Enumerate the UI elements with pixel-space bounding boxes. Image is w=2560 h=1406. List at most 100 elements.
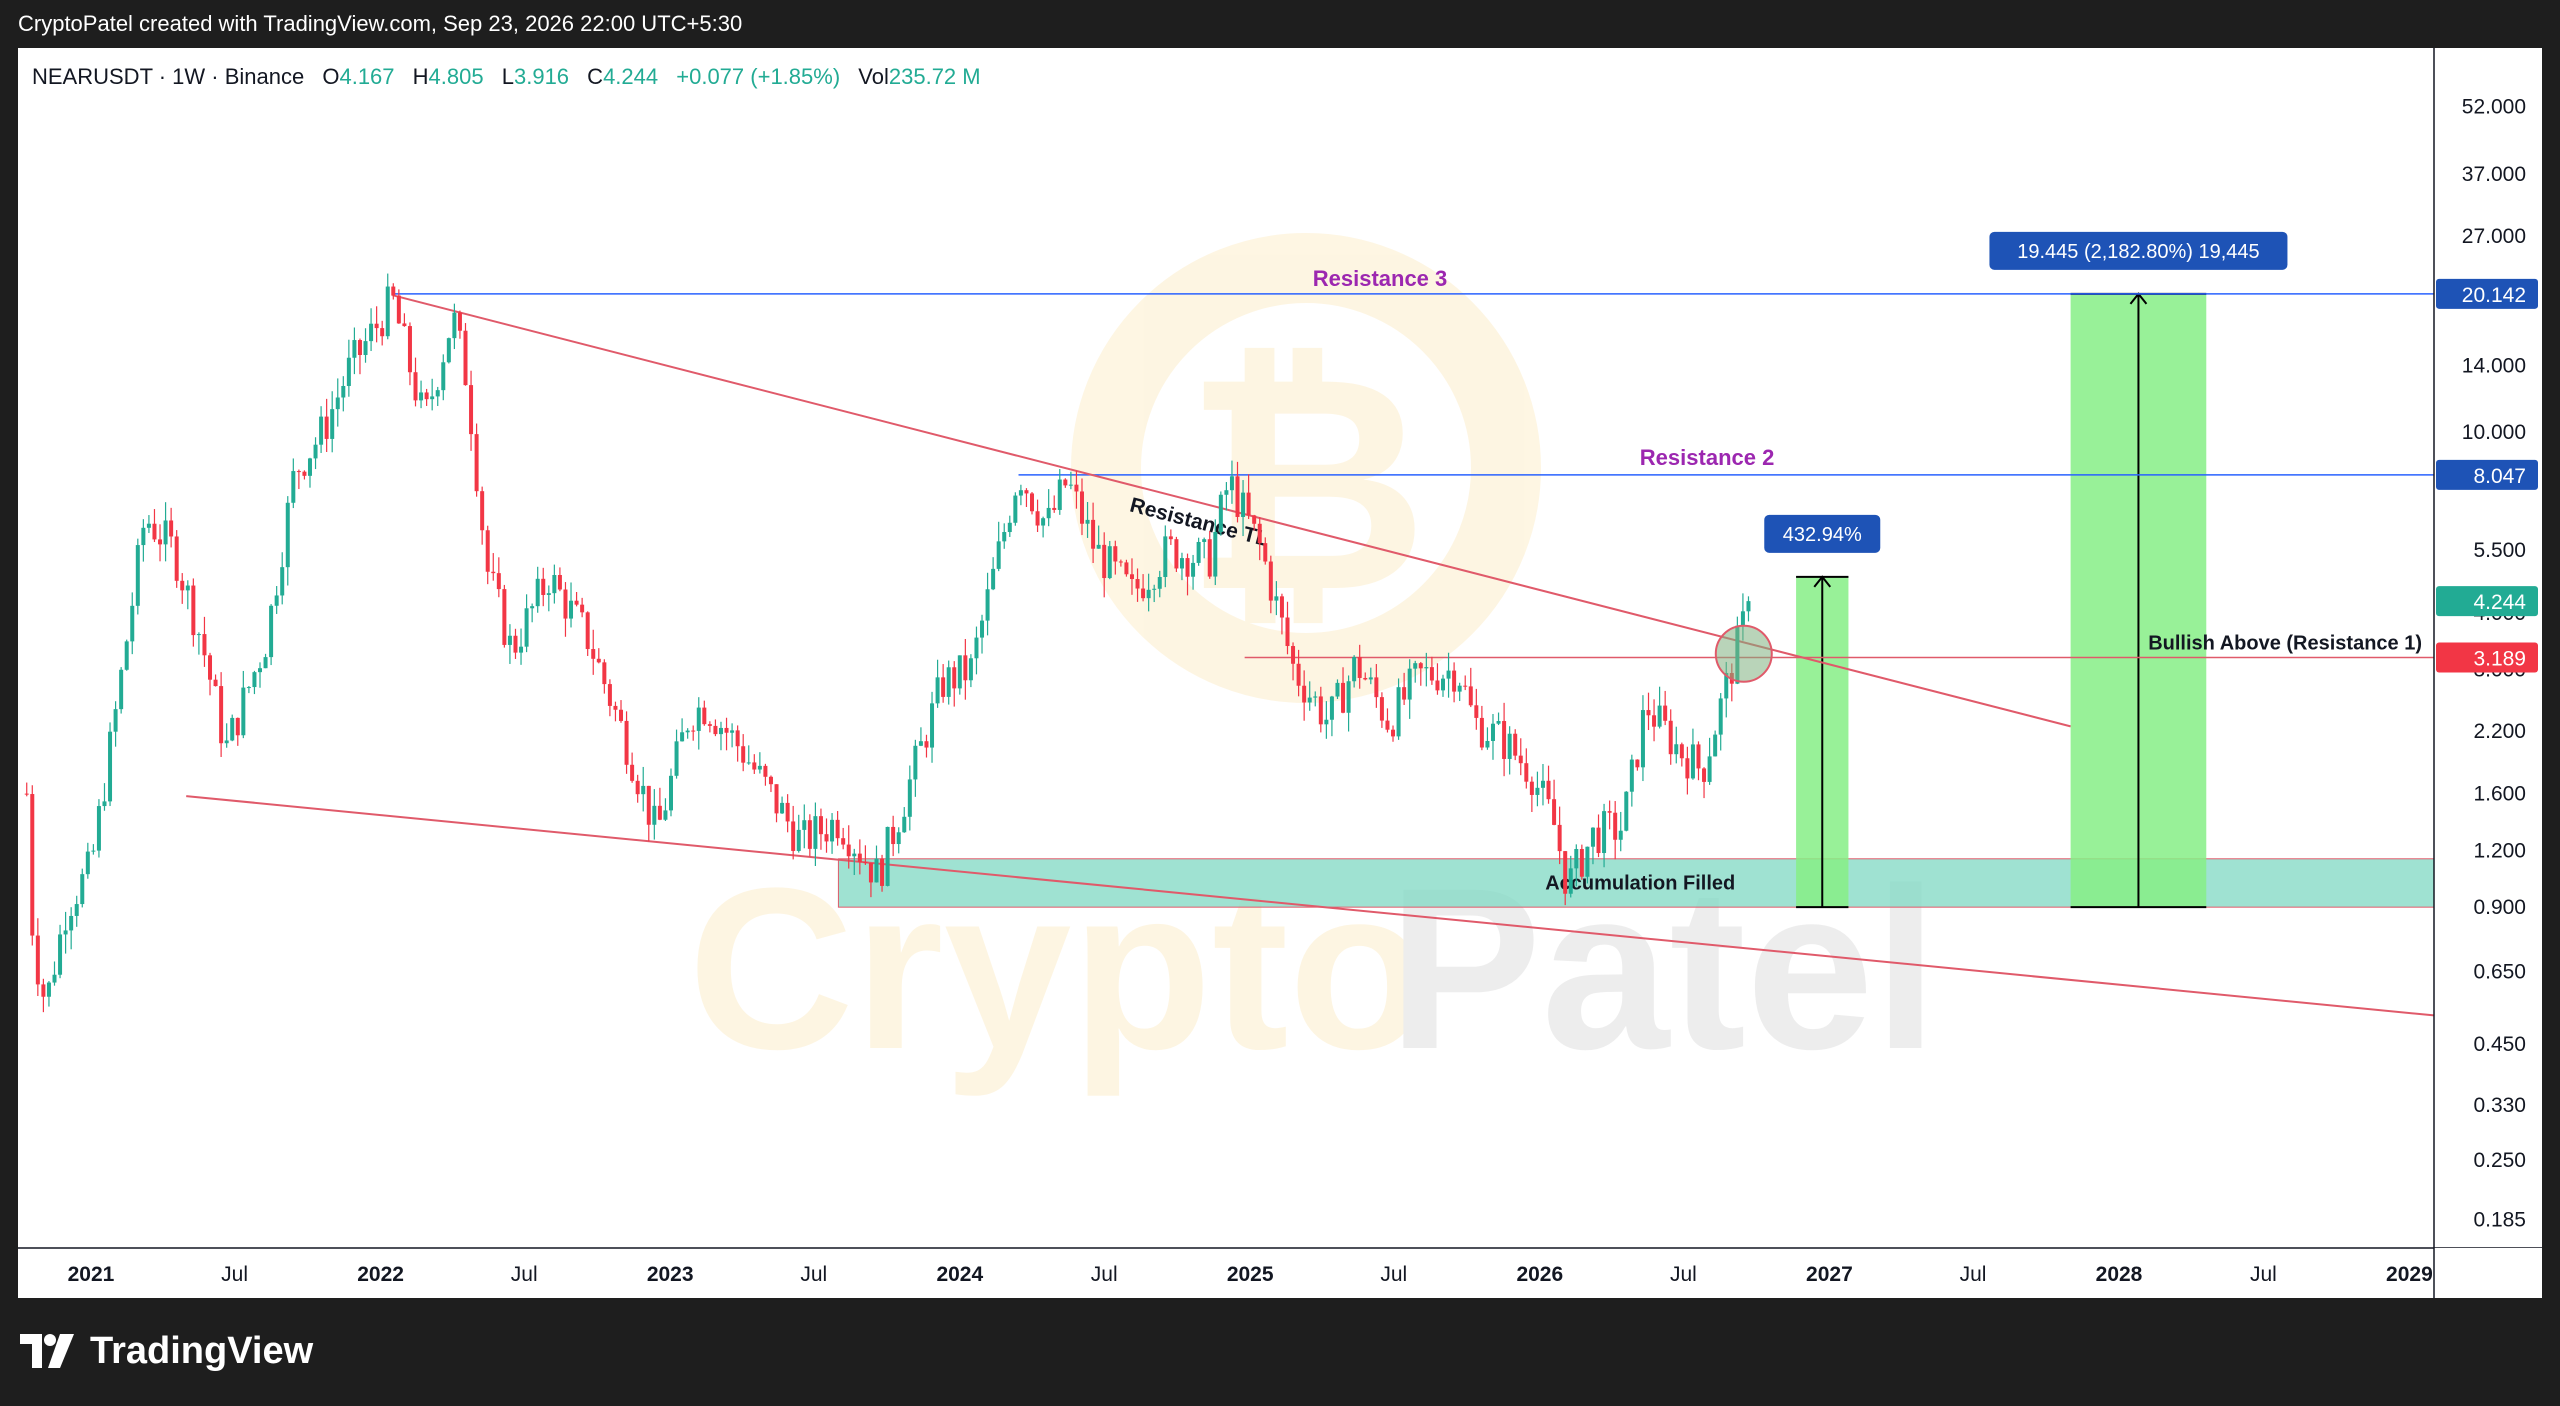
candle-body (235, 717, 240, 736)
candle-body (1041, 518, 1046, 526)
target-box-1-badge[interactable] (1764, 514, 1881, 553)
candle-body (1129, 574, 1134, 580)
candle-body (1618, 830, 1623, 840)
candle-body (1235, 476, 1240, 517)
candle-body (1007, 522, 1012, 533)
candle-body (1013, 495, 1018, 523)
candle-body (1318, 696, 1323, 725)
symbol-label[interactable]: NEARUSDT · 1W · Binance (32, 64, 305, 89)
candle-body (918, 741, 923, 746)
resistance-3-price-badge[interactable] (2436, 278, 2538, 309)
candle-body (685, 730, 690, 733)
candle-body (1579, 848, 1584, 877)
candle-body (807, 820, 812, 849)
price-tick-label: 0.450 (2473, 1033, 2526, 1056)
last-price-badge[interactable] (2436, 586, 2538, 617)
candle-body (1063, 479, 1068, 486)
tradingview-logo-icon (20, 1334, 74, 1368)
candle-body (1068, 484, 1073, 486)
candle-body (1107, 546, 1112, 579)
candle-body (641, 785, 646, 795)
time-tick-label: Jul (800, 1263, 827, 1286)
candle-body (1657, 705, 1662, 727)
candle-body (330, 409, 335, 439)
candle-body (1596, 827, 1601, 854)
resistance-1-price-badge[interactable] (2436, 642, 2538, 673)
price-tick-label: 14.000 (2462, 355, 2526, 378)
candle-body (785, 802, 790, 822)
price-tick-label: 0.250 (2473, 1149, 2526, 1172)
chart-canvas[interactable]: ₿ Crypto Patel Accumulation Filled Resis… (18, 48, 2542, 1298)
candle-body (313, 444, 318, 459)
candle-body (74, 904, 79, 916)
candle-body (1118, 561, 1123, 563)
candle-body (580, 604, 585, 613)
price-tick-label: 37.000 (2462, 163, 2526, 186)
breakout-circle[interactable] (1714, 624, 1773, 683)
candle-body (1385, 720, 1390, 730)
candle-body (369, 323, 374, 342)
candle-body (724, 727, 729, 733)
candle-body (335, 397, 340, 410)
price-axis[interactable]: 52.00037.00027.00014.00010.0005.5004.000… (2433, 48, 2542, 1298)
candle-body (1074, 484, 1079, 492)
candle-body (707, 724, 712, 726)
candle-body (119, 669, 124, 710)
candle-body (874, 858, 879, 883)
candle-body (841, 838, 846, 845)
candle-body (58, 934, 63, 975)
time-tick-label: 2021 (68, 1263, 115, 1286)
tradingview-logo[interactable]: TradingView (20, 1326, 313, 1376)
candle-body (1529, 781, 1534, 795)
candle-body (574, 600, 579, 605)
candle-body (91, 850, 96, 852)
time-axis[interactable]: 2021 Jul 2022 Jul 2023 Jul 2024 Jul 2025 Jul 2026 J… (18, 1247, 2542, 1298)
price-tick-label: 5.500 (2473, 539, 2526, 562)
candle-body (1707, 756, 1712, 782)
candle-body (680, 732, 685, 742)
price-tick-label: 0.330 (2473, 1094, 2526, 1117)
candle-body (1213, 531, 1218, 577)
candle-body (1652, 715, 1657, 727)
candle-body (980, 620, 985, 638)
candle-body (469, 385, 474, 435)
candle-body (1102, 544, 1107, 579)
candle-body (113, 709, 118, 732)
candle-body (502, 589, 507, 645)
candle-body (1507, 733, 1512, 759)
candle-body (191, 585, 196, 636)
price-tick-label: 10.000 (2462, 421, 2526, 444)
candle-body (1141, 588, 1146, 599)
candle-body (80, 874, 85, 905)
resistance-trendline[interactable] (392, 294, 2071, 728)
support-trendline[interactable] (186, 795, 2435, 1017)
candle-body (1524, 763, 1529, 782)
candle-body (857, 853, 862, 862)
candle-body (124, 641, 129, 670)
close-label: C (587, 64, 604, 89)
candle-body (413, 372, 418, 401)
chart-panel[interactable]: ₿ Crypto Patel Accumulation Filled Resis… (18, 48, 2542, 1298)
candle-body (1474, 705, 1479, 718)
candle-body (774, 784, 779, 814)
candle-body (146, 523, 151, 528)
candle-body (768, 776, 773, 785)
candle-body (546, 593, 551, 595)
watermark-ring (1071, 233, 1541, 703)
candle-body (1613, 812, 1618, 840)
candle-body (624, 720, 629, 765)
candle-body (1535, 787, 1540, 795)
candle-body (457, 312, 462, 331)
candle-body (696, 707, 701, 731)
candle-body (1263, 543, 1268, 562)
candle-body (1457, 685, 1462, 692)
candle-body (1168, 536, 1173, 540)
resistance-2-price-badge[interactable] (2436, 459, 2538, 490)
candle-body (646, 785, 651, 825)
time-tick-label: 2025 (1227, 1263, 1274, 1286)
candle-body (1285, 617, 1290, 647)
candle-body (657, 805, 662, 820)
candle-body (1257, 523, 1262, 544)
target-box-2-badge[interactable] (1989, 231, 2288, 270)
candle-body (1202, 539, 1207, 542)
